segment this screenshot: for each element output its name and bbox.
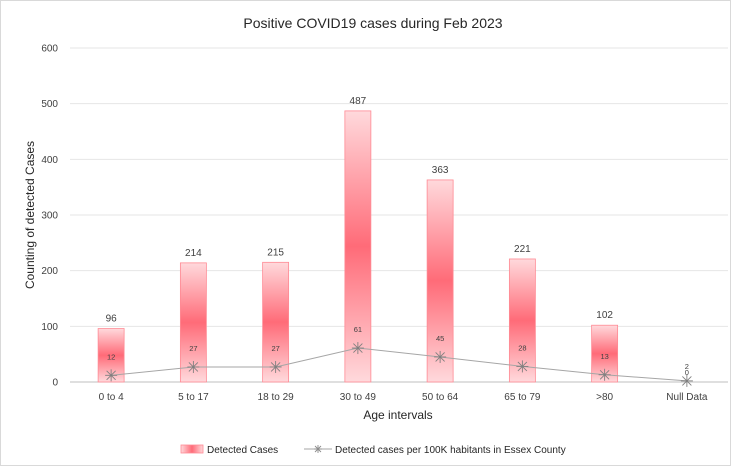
y-tick-label: 100 (41, 322, 58, 333)
line-point-marker (187, 360, 200, 373)
x-tick-label: 30 to 49 (340, 392, 377, 403)
line-point-marker (516, 360, 529, 373)
x-tick-label: >80 (596, 392, 613, 403)
x-tick-label: 18 to 29 (258, 392, 295, 403)
bar-value-label: 214 (185, 248, 202, 259)
line-value-label: 45 (436, 334, 444, 343)
bar-value-label: 487 (350, 96, 367, 107)
bar-value-label: 215 (267, 247, 284, 258)
legend-label-per-100k: Detected cases per 100K habitants in Ess… (335, 445, 566, 456)
x-tick-label: 0 to 4 (99, 392, 124, 403)
bar-value-label: 221 (514, 244, 531, 255)
x-tick-label: 50 to 64 (422, 392, 459, 403)
legend-marker-per-100k (314, 445, 322, 453)
y-tick-label: 500 (41, 99, 58, 110)
line-point-marker (269, 360, 282, 373)
line-value-label: 27 (189, 344, 197, 353)
x-tick-label: Null Data (666, 392, 708, 403)
bars-layer (97, 110, 619, 383)
y-tick-label: 400 (41, 155, 58, 166)
legend-swatch-detected-cases (180, 444, 204, 454)
line-value-label: 28 (518, 343, 526, 352)
line-point-marker (434, 350, 447, 363)
grid-layer: 0 100 200 300 400 500 600 (41, 44, 728, 389)
labels-layer: 96 214 215 487 363 221 102 0 0 to 4 5 to 17 18 to … (99, 96, 708, 403)
line-point-marker (105, 369, 118, 382)
line-layer (105, 342, 693, 387)
x-axis-label: Age intervals (363, 408, 432, 422)
legend: Detected Cases Detected cases per 100K h… (180, 444, 566, 456)
series-line-per-100k (111, 347, 687, 382)
y-tick-label: 600 (41, 44, 58, 55)
x-tick-label: 5 to 17 (178, 392, 209, 403)
y-tick-label: 200 (41, 266, 58, 277)
line-value-label: 2 (685, 362, 689, 371)
line-point-marker (680, 374, 693, 387)
y-tick-label: 300 (41, 211, 58, 222)
bar-value-label: 363 (432, 165, 449, 176)
bar-value-label: 102 (596, 310, 613, 321)
line-value-label: 61 (354, 325, 362, 334)
legend-label-detected-cases: Detected Cases (207, 445, 278, 456)
line-value-label: 12 (107, 352, 115, 361)
y-axis-label: Counting of detected Cases (23, 141, 37, 289)
line-value-label: 27 (271, 344, 279, 353)
bar-value-label: 96 (106, 314, 118, 325)
bar-value-label: 0 (685, 368, 689, 377)
x-tick-label: 65 to 79 (504, 392, 541, 403)
chart-title: Positive COVID19 cases during Feb 2023 (243, 15, 502, 31)
bar (426, 179, 454, 383)
bar (344, 110, 372, 383)
line-point-marker (351, 342, 364, 355)
line-point-marker (598, 368, 611, 381)
y-tick-label: 0 (52, 378, 58, 389)
line-value-label: 13 (600, 352, 608, 361)
